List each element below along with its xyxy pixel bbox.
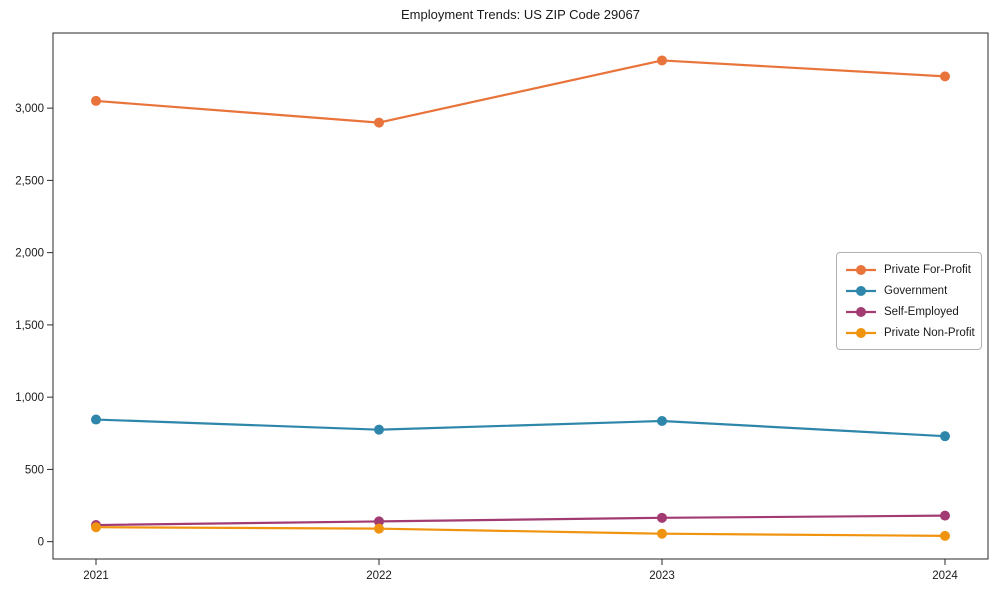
x-tick-label: 2023 (649, 570, 675, 582)
legend-item-private-non-profit: Private Non-Profit (845, 322, 975, 343)
data-point-self-employed (940, 510, 950, 521)
data-point-private-non-profit (374, 523, 384, 534)
legend-swatch-icon (846, 264, 876, 275)
legend-swatch-icon (846, 306, 876, 317)
x-tick-label: 2024 (932, 570, 958, 582)
y-tick-label: 3,000 (15, 103, 44, 115)
data-point-government (940, 431, 950, 442)
legend-label: Private For-Profit (884, 263, 971, 276)
legend-item-government: Government (845, 280, 973, 301)
legend: Private For-Profit Government Self-Emplo… (836, 252, 982, 350)
y-tick-label: 1,500 (15, 320, 44, 332)
legend-label: Government (884, 284, 948, 297)
y-tick-label: 1,000 (15, 392, 44, 404)
x-tick-label: 2022 (366, 570, 392, 582)
data-point-private-for-profit (91, 95, 101, 106)
legend-swatch-icon (846, 285, 876, 296)
data-point-private-non-profit (91, 522, 101, 533)
data-point-self-employed (374, 516, 384, 527)
x-tick-label: 2021 (83, 570, 109, 582)
chart-title: Employment Trends: US ZIP Code 29067 (401, 7, 640, 22)
data-point-private-for-profit (374, 117, 384, 128)
legend-item-self-employed: Self-Employed (845, 301, 973, 322)
data-point-private-non-profit (657, 528, 667, 539)
y-tick-label: 0 (38, 537, 44, 549)
plot-box (52, 32, 989, 560)
series-line-private-for-profit (95, 59, 946, 124)
data-point-self-employed (657, 512, 667, 523)
data-point-government (657, 415, 667, 426)
legend-label: Private Non-Profit (884, 326, 975, 339)
y-tick-label: 2,000 (15, 248, 44, 260)
data-point-government (91, 414, 101, 425)
y-tick-label: 500 (25, 464, 44, 476)
series-line-government (95, 418, 946, 438)
data-point-private-non-profit (940, 530, 950, 541)
legend-label: Self-Employed (884, 305, 959, 318)
data-point-government (374, 424, 384, 435)
y-tick-label: 2,500 (15, 175, 44, 187)
data-point-private-for-profit (940, 71, 950, 82)
series-line-private-non-profit (95, 526, 946, 537)
legend-item-private-for-profit: Private For-Profit (845, 259, 973, 280)
series-line-self-employed (95, 514, 946, 527)
data-point-private-for-profit (657, 55, 667, 66)
legend-swatch-icon (846, 327, 876, 338)
